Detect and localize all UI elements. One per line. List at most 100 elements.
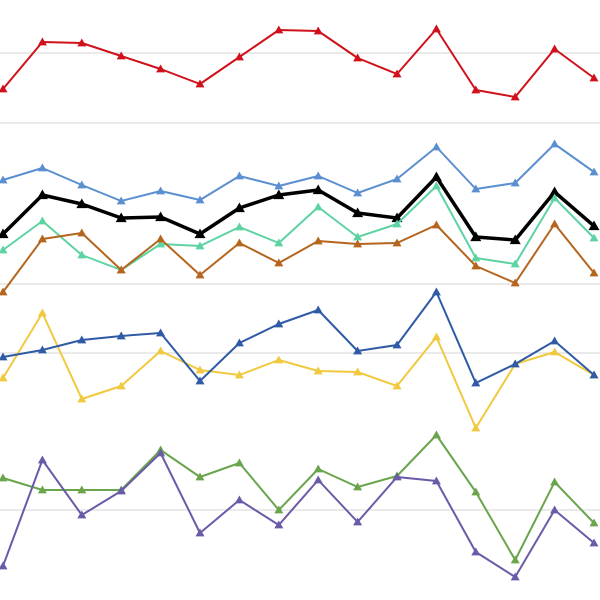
series-line-3	[2, 185, 595, 271]
triangle-marker	[313, 236, 323, 245]
triangle-marker	[194, 228, 206, 239]
triangle-marker	[550, 477, 560, 486]
triangle-marker	[353, 188, 363, 197]
triangle-marker	[37, 216, 47, 225]
triangle-marker	[353, 482, 363, 491]
triangle-marker	[274, 319, 284, 328]
triangle-marker	[77, 510, 87, 519]
triangle-marker	[471, 423, 481, 432]
series-line-1	[2, 143, 595, 202]
triangle-marker	[392, 69, 402, 78]
triangle-marker	[116, 486, 126, 495]
triangle-marker	[195, 376, 205, 385]
series-5	[0, 308, 599, 432]
triangle-marker	[274, 258, 284, 267]
triangle-marker	[0, 84, 8, 93]
triangle-marker	[431, 220, 441, 229]
triangle-marker	[116, 51, 126, 60]
triangle-marker	[391, 212, 403, 223]
triangle-marker	[589, 73, 599, 82]
triangle-marker	[156, 186, 166, 195]
triangle-marker	[549, 186, 561, 197]
triangle-marker	[392, 472, 402, 481]
triangle-marker	[353, 239, 363, 248]
series-line-2	[1, 175, 596, 242]
triangle-marker	[37, 37, 47, 46]
triangle-marker	[76, 198, 88, 209]
triangle-marker	[588, 220, 600, 231]
triangle-marker	[550, 219, 560, 228]
triangle-marker	[470, 231, 482, 242]
triangle-marker	[0, 175, 8, 184]
triangle-marker	[510, 278, 520, 287]
triangle-marker	[37, 455, 47, 464]
triangle-marker	[234, 370, 244, 379]
triangle-marker	[77, 228, 87, 237]
series-line-6	[2, 291, 595, 384]
triangle-marker	[37, 163, 47, 172]
triangle-marker	[510, 178, 520, 187]
triangle-marker	[234, 222, 244, 231]
triangle-marker	[509, 234, 521, 245]
series-2	[0, 171, 600, 245]
gridlines	[0, 52, 600, 511]
series-3	[0, 181, 599, 274]
triangle-marker	[116, 331, 126, 340]
triangle-marker	[37, 308, 47, 317]
triangle-marker	[37, 234, 47, 243]
triangle-marker	[313, 366, 323, 375]
triangle-marker	[471, 547, 481, 556]
triangle-marker	[353, 53, 363, 62]
triangle-marker	[116, 381, 126, 390]
triangle-marker	[156, 346, 166, 355]
triangle-marker	[313, 464, 323, 473]
triangle-marker	[392, 219, 402, 228]
triangle-marker	[313, 305, 323, 314]
triangle-marker	[431, 181, 441, 190]
triangle-marker	[550, 336, 560, 345]
triangle-marker	[353, 367, 363, 376]
triangle-marker	[471, 487, 481, 496]
triangle-marker	[116, 196, 126, 205]
series-1	[0, 139, 599, 205]
triangle-marker	[234, 495, 244, 504]
series-group	[0, 24, 600, 581]
triangle-marker	[589, 538, 599, 547]
triangle-marker	[510, 555, 520, 564]
triangle-marker	[77, 38, 87, 47]
triangle-marker	[195, 241, 205, 250]
series-8	[0, 448, 599, 581]
triangle-marker	[156, 239, 166, 248]
series-line-0	[2, 28, 595, 98]
triangle-marker	[550, 193, 560, 202]
triangle-marker	[234, 52, 244, 61]
triangle-marker	[353, 346, 363, 355]
triangle-marker	[156, 448, 166, 457]
series-line-4	[2, 223, 595, 293]
triangle-marker	[274, 25, 284, 34]
triangle-marker	[233, 202, 245, 213]
triangle-marker	[37, 485, 47, 494]
triangle-marker	[156, 328, 166, 337]
triangle-marker	[77, 394, 87, 403]
triangle-marker	[431, 476, 441, 485]
triangle-marker	[36, 189, 48, 200]
triangle-marker	[510, 572, 520, 581]
triangle-marker	[274, 238, 284, 247]
triangle-marker	[234, 171, 244, 180]
series-line-8	[2, 452, 595, 578]
triangle-marker	[156, 64, 166, 73]
triangle-marker	[510, 359, 520, 368]
triangle-marker	[0, 287, 8, 296]
triangle-marker	[550, 505, 560, 514]
triangle-marker	[0, 228, 9, 239]
triangle-marker	[274, 181, 284, 190]
triangle-marker	[392, 340, 402, 349]
triangle-marker	[550, 347, 560, 356]
triangle-marker	[313, 171, 323, 180]
triangle-marker	[0, 561, 8, 570]
triangle-marker	[589, 268, 599, 277]
triangle-marker	[431, 287, 441, 296]
series-0	[0, 24, 599, 101]
